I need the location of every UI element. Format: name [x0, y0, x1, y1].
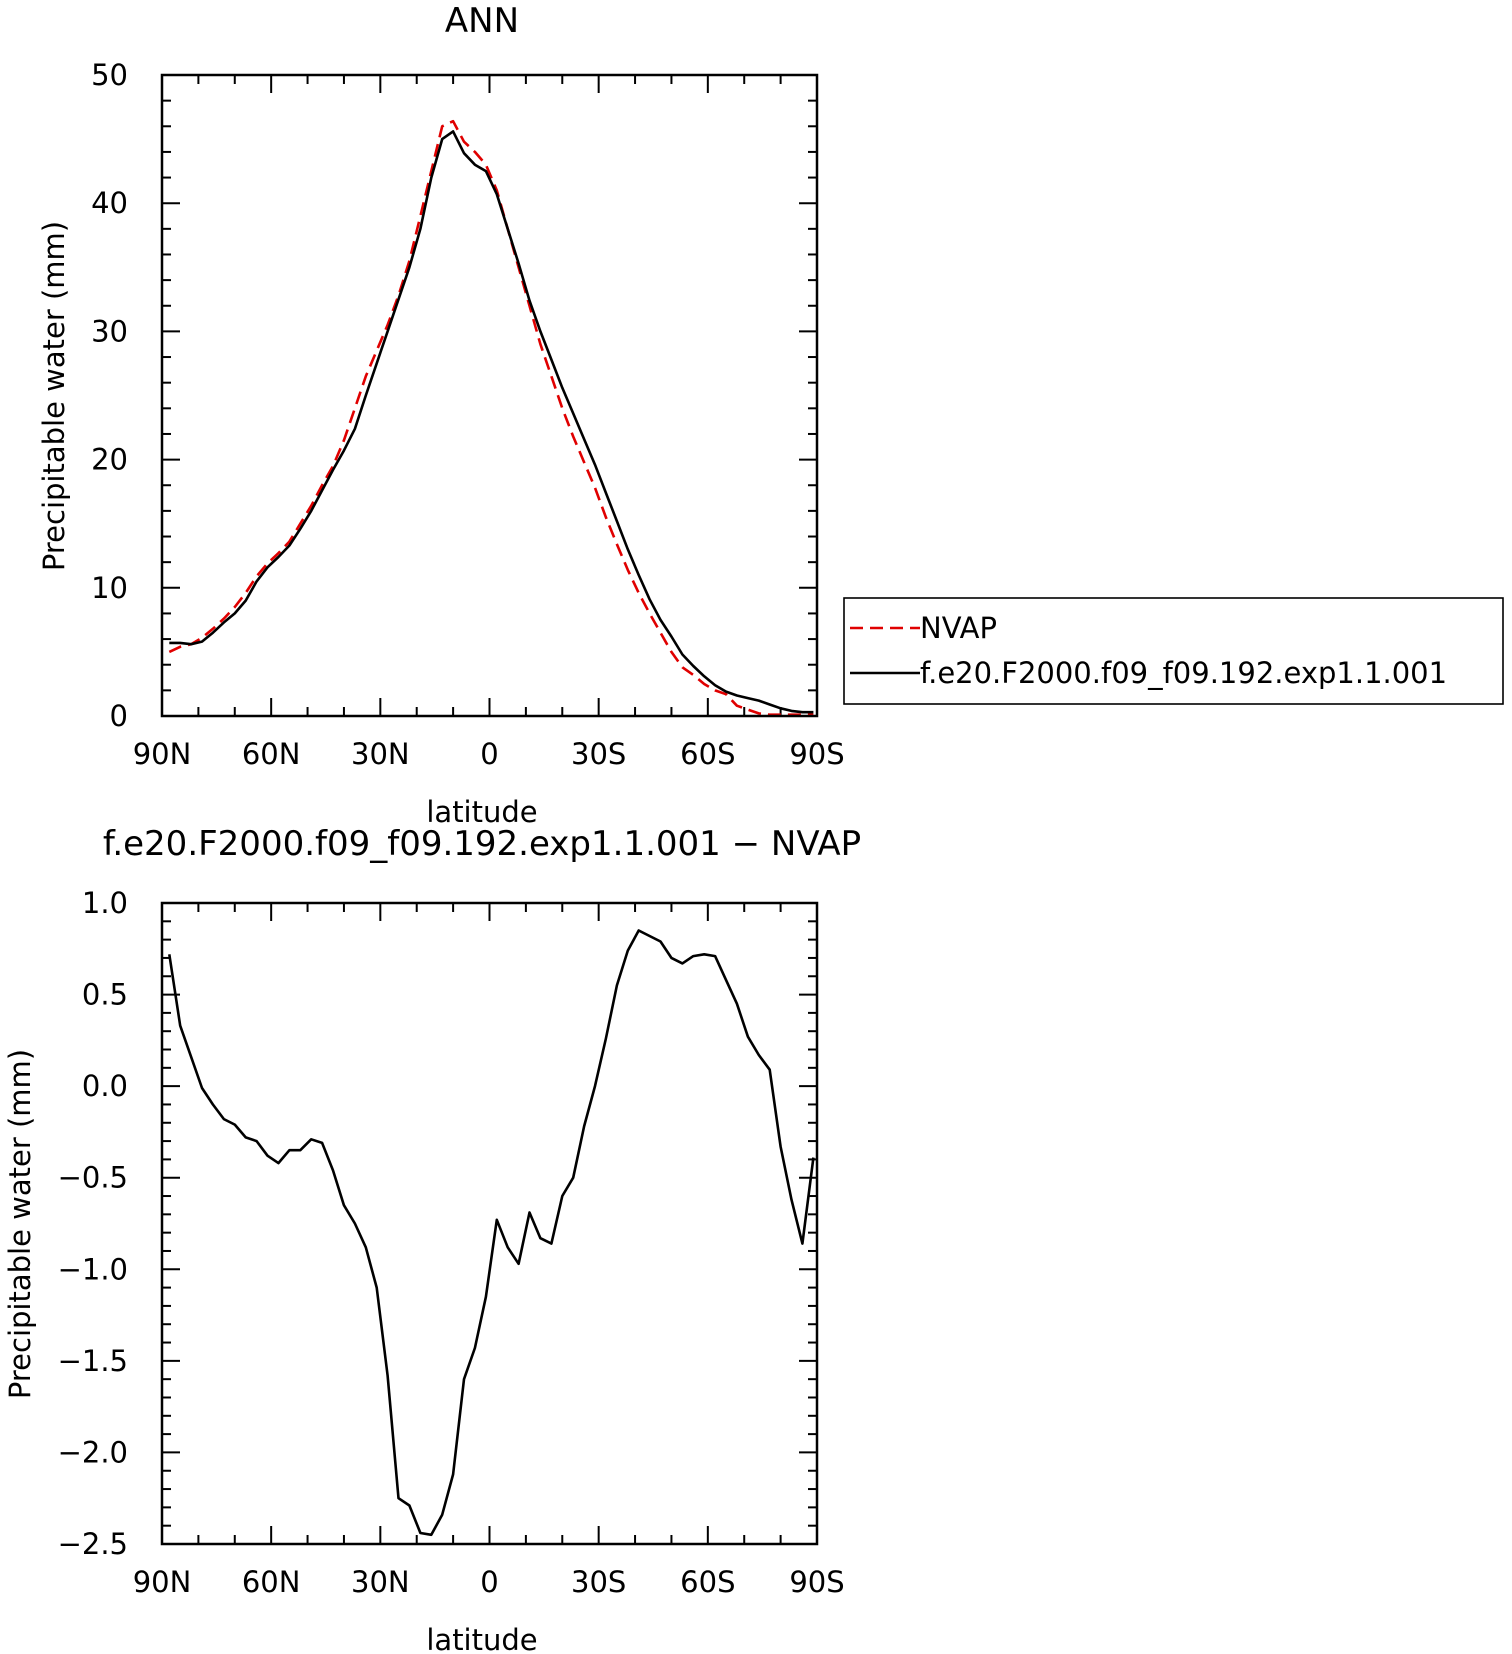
top-x-tick-label: 90S	[789, 737, 844, 771]
bottom-y-tick-label: 0.0	[82, 1069, 128, 1103]
bottom-y-tick-label: −1.0	[58, 1252, 128, 1286]
top-series-group	[168, 119, 814, 717]
bottom-x-tick-label: 30N	[351, 1565, 410, 1599]
legend: NVAP f.e20.F2000.f09_f09.192.exp1.1.001	[843, 597, 1504, 705]
top-y-tick-label: 10	[91, 571, 128, 605]
top-y-tick-label: 20	[91, 443, 128, 477]
bottom-y-tick-label: −1.5	[58, 1344, 128, 1378]
bottom-panel: f.e20.F2000.f09_f09.192.exp1.1.001 − NVA…	[3, 824, 861, 1654]
bottom-y-tick-label: −0.5	[58, 1161, 128, 1195]
top-x-tick-label: 0	[480, 737, 498, 771]
bottom-x-tick-label: 0	[480, 1565, 498, 1599]
top-x-tick-label: 30N	[351, 737, 410, 771]
bottom-x-tick-label: 60N	[242, 1565, 301, 1599]
bottom-x-axis-label: latitude	[426, 1623, 537, 1654]
top-y-tick-label: 50	[91, 58, 128, 92]
top-chart-title: ANN	[445, 1, 519, 41]
top-panel: ANN 90N 60N 30N 0 30S 60S 90S 0 10 20 30 40 50 latit…	[37, 1, 845, 829]
bottom-x-tick-label: 90S	[789, 1565, 844, 1599]
legend-box	[843, 597, 1504, 705]
top-series-line-0	[168, 119, 814, 717]
top-x-tick-label: 60S	[680, 737, 735, 771]
top-plot-frame	[160, 73, 819, 718]
legend-label-model: f.e20.F2000.f09_f09.192.exp1.1.001	[920, 656, 1447, 690]
top-y-tick-label: 40	[91, 186, 128, 220]
bottom-x-tick-label: 30S	[571, 1565, 626, 1599]
bottom-chart-title: f.e20.F2000.f09_f09.192.exp1.1.001 − NVA…	[103, 824, 861, 864]
bottom-y-tick-label: −2.0	[58, 1435, 128, 1469]
top-y-tick-label: 30	[91, 314, 128, 348]
legend-label-nvap: NVAP	[920, 611, 997, 645]
top-x-tick-label: 90N	[133, 737, 192, 771]
top-y-tick-label: 0	[110, 699, 128, 733]
bottom-series-group	[168, 929, 815, 1537]
top-ticks: 90N 60N 30N 0 30S 60S 90S 0 10 20 30 40 50	[91, 58, 845, 771]
top-series-line-1	[169, 130, 814, 714]
top-x-tick-label: 60N	[242, 737, 301, 771]
bottom-x-tick-label: 60S	[680, 1565, 735, 1599]
top-y-axis-label: Precipitable water (mm)	[37, 221, 71, 571]
top-x-tick-label: 30S	[571, 737, 626, 771]
bottom-y-axis-label: Precipitable water (mm)	[3, 1049, 37, 1399]
bottom-y-tick-label: 1.0	[82, 886, 128, 920]
bottom-x-tick-label: 90N	[133, 1565, 192, 1599]
bottom-plot-frame	[160, 901, 819, 1546]
bottom-y-tick-label: −2.5	[58, 1527, 128, 1561]
top-x-axis-label: latitude	[426, 795, 537, 829]
bottom-y-tick-label: 0.5	[82, 978, 128, 1012]
bottom-series-line-0	[168, 929, 815, 1537]
